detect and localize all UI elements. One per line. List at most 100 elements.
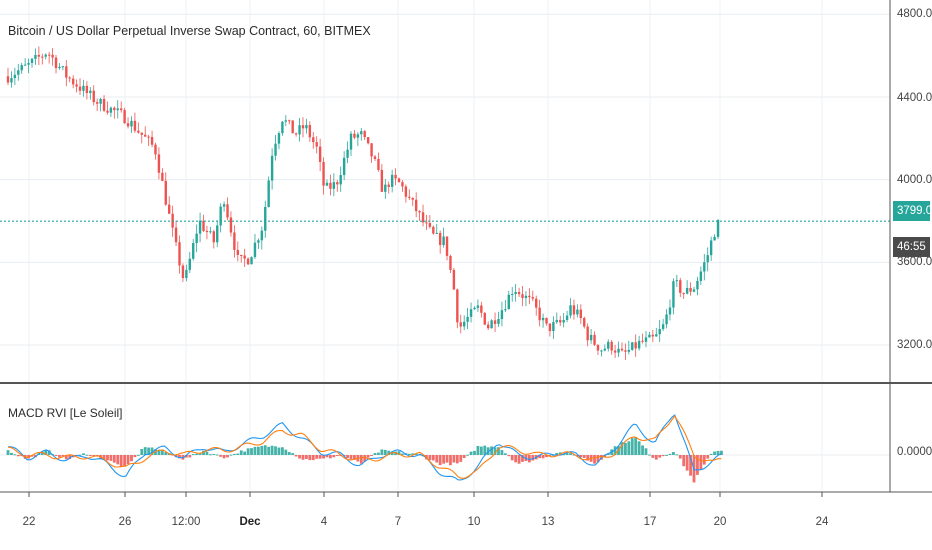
histogram-bar bbox=[493, 447, 497, 455]
candle-body bbox=[380, 169, 384, 192]
histogram-bar bbox=[449, 455, 452, 466]
candle-body bbox=[298, 125, 301, 135]
candle-body bbox=[435, 232, 438, 234]
candle-body bbox=[438, 232, 442, 246]
histogram-bar bbox=[112, 455, 116, 463]
histogram-bar bbox=[497, 447, 500, 455]
candle-body bbox=[360, 131, 363, 135]
candle-body bbox=[318, 146, 322, 162]
candle-body bbox=[620, 348, 624, 351]
candle-body bbox=[487, 324, 490, 329]
histogram-bar bbox=[294, 455, 298, 457]
candle-body bbox=[589, 334, 593, 341]
histogram-bar bbox=[575, 455, 579, 457]
time-label-4: 4 bbox=[320, 516, 328, 528]
candle-body bbox=[531, 297, 534, 299]
candle-body bbox=[205, 230, 209, 233]
histogram-bar bbox=[555, 452, 559, 455]
histogram-bar bbox=[696, 455, 699, 475]
candle-body bbox=[377, 158, 380, 170]
histogram-bar bbox=[239, 450, 243, 455]
candle-body bbox=[716, 220, 720, 237]
histogram-bar bbox=[596, 455, 600, 463]
candle-body bbox=[586, 326, 589, 341]
histogram-bar bbox=[569, 453, 572, 455]
histogram-bar bbox=[442, 455, 446, 464]
histogram-bar bbox=[164, 452, 168, 455]
candle-body bbox=[260, 230, 264, 241]
histogram-bar bbox=[123, 455, 127, 467]
time-label-9: 20 bbox=[713, 516, 727, 528]
histogram-bar bbox=[483, 445, 487, 455]
candle-body bbox=[123, 110, 126, 124]
candle-body bbox=[157, 154, 161, 173]
histogram-bar bbox=[219, 455, 223, 457]
candle-body bbox=[493, 320, 497, 324]
histogram-bar bbox=[380, 449, 384, 455]
time-label-10: 24 bbox=[815, 516, 829, 528]
candle-body bbox=[113, 107, 116, 111]
candle-body bbox=[30, 58, 34, 63]
histogram-bar bbox=[668, 453, 672, 455]
price-tick-4800: 4800.0 bbox=[897, 8, 932, 20]
histogram-bar bbox=[431, 455, 435, 461]
candle-body bbox=[164, 180, 167, 205]
candle-body bbox=[658, 329, 661, 335]
candle-body bbox=[373, 156, 377, 159]
candle-body bbox=[240, 254, 243, 256]
histogram-bar bbox=[58, 455, 61, 458]
histogram-bar bbox=[54, 455, 58, 456]
histogram-bar bbox=[243, 451, 247, 455]
histogram-bar bbox=[68, 455, 72, 460]
candle-body bbox=[634, 342, 637, 349]
histogram-bar bbox=[88, 455, 92, 456]
candle-body bbox=[54, 57, 58, 69]
histogram-bar bbox=[178, 455, 181, 459]
histogram-bar bbox=[586, 455, 590, 461]
candle-body bbox=[390, 174, 394, 187]
histogram-bar bbox=[466, 454, 470, 456]
candle-body bbox=[672, 281, 675, 308]
candle-body bbox=[456, 289, 459, 323]
candle-body bbox=[291, 120, 294, 134]
time-label-3: Dec bbox=[239, 516, 261, 528]
candle-body bbox=[476, 305, 480, 308]
price-tick-3600: 3600.0 bbox=[897, 256, 932, 268]
histogram-bar bbox=[407, 453, 411, 455]
candle-body bbox=[631, 342, 634, 350]
candle-body bbox=[106, 110, 109, 113]
histogram-bar bbox=[349, 455, 353, 460]
candle-body bbox=[192, 242, 195, 259]
histogram-bar bbox=[706, 455, 710, 459]
candle-body bbox=[528, 295, 531, 298]
candle-body bbox=[346, 149, 349, 158]
candle-body bbox=[27, 62, 30, 65]
histogram-bar bbox=[716, 450, 720, 455]
candle-body bbox=[713, 236, 716, 241]
histogram-bar bbox=[551, 454, 555, 456]
candle-body bbox=[593, 334, 596, 345]
histogram-bar bbox=[305, 455, 308, 459]
histogram-bar bbox=[641, 445, 644, 455]
candle-body bbox=[95, 102, 99, 104]
candle-body bbox=[250, 257, 253, 265]
candle-body bbox=[610, 341, 613, 351]
candle-body bbox=[325, 182, 329, 186]
candle-body bbox=[466, 316, 469, 322]
histogram-bar bbox=[473, 450, 476, 455]
time-label-2: 12:00 bbox=[171, 516, 201, 528]
candle-body bbox=[665, 314, 668, 325]
candle-body bbox=[246, 258, 250, 265]
histogram-bar bbox=[284, 449, 288, 455]
histogram-bar bbox=[119, 455, 123, 468]
candle-body bbox=[709, 240, 713, 256]
candle-body bbox=[126, 123, 130, 127]
histogram-bar bbox=[510, 455, 514, 461]
histogram-bar bbox=[500, 450, 504, 455]
candle-body bbox=[75, 84, 78, 87]
histogram-bar bbox=[287, 452, 291, 455]
histogram-bar bbox=[212, 454, 216, 456]
histogram-bar bbox=[363, 455, 367, 462]
candle-body bbox=[58, 66, 61, 69]
